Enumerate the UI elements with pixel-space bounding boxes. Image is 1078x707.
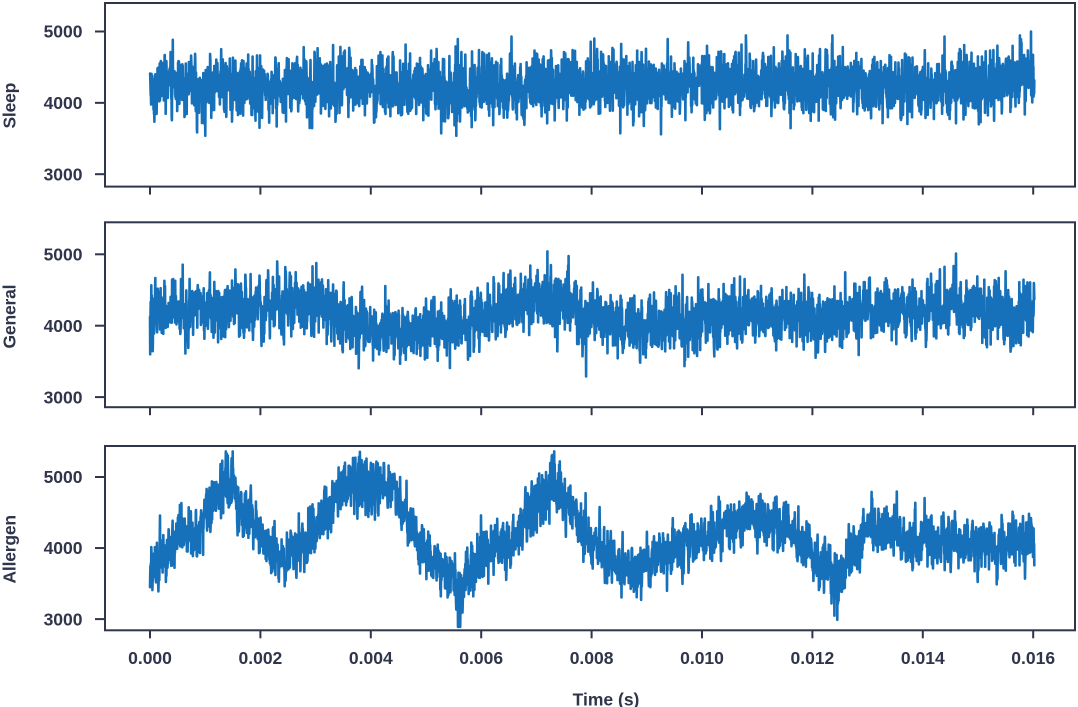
- svg-text:4000: 4000: [44, 93, 83, 113]
- svg-text:5000: 5000: [44, 22, 83, 42]
- svg-text:Time (s): Time (s): [573, 689, 640, 707]
- svg-text:0.006: 0.006: [459, 648, 503, 668]
- svg-text:0.008: 0.008: [570, 648, 614, 668]
- svg-text:0.000: 0.000: [128, 648, 172, 668]
- svg-text:0.010: 0.010: [680, 648, 724, 668]
- svg-text:3000: 3000: [44, 609, 83, 629]
- svg-text:0.016: 0.016: [1011, 648, 1055, 668]
- svg-text:4000: 4000: [44, 316, 83, 336]
- svg-text:Sleep: Sleep: [0, 83, 20, 129]
- svg-text:0.012: 0.012: [791, 648, 835, 668]
- svg-text:5000: 5000: [44, 467, 83, 487]
- svg-text:0.014: 0.014: [901, 648, 945, 668]
- svg-text:0.002: 0.002: [239, 648, 283, 668]
- svg-text:Allergen: Allergen: [0, 515, 20, 583]
- svg-text:3000: 3000: [44, 164, 83, 184]
- svg-text:4000: 4000: [44, 538, 83, 558]
- svg-text:5000: 5000: [44, 245, 83, 265]
- svg-text:3000: 3000: [44, 387, 83, 407]
- svg-text:0.004: 0.004: [349, 648, 393, 668]
- svg-text:General: General: [0, 285, 20, 349]
